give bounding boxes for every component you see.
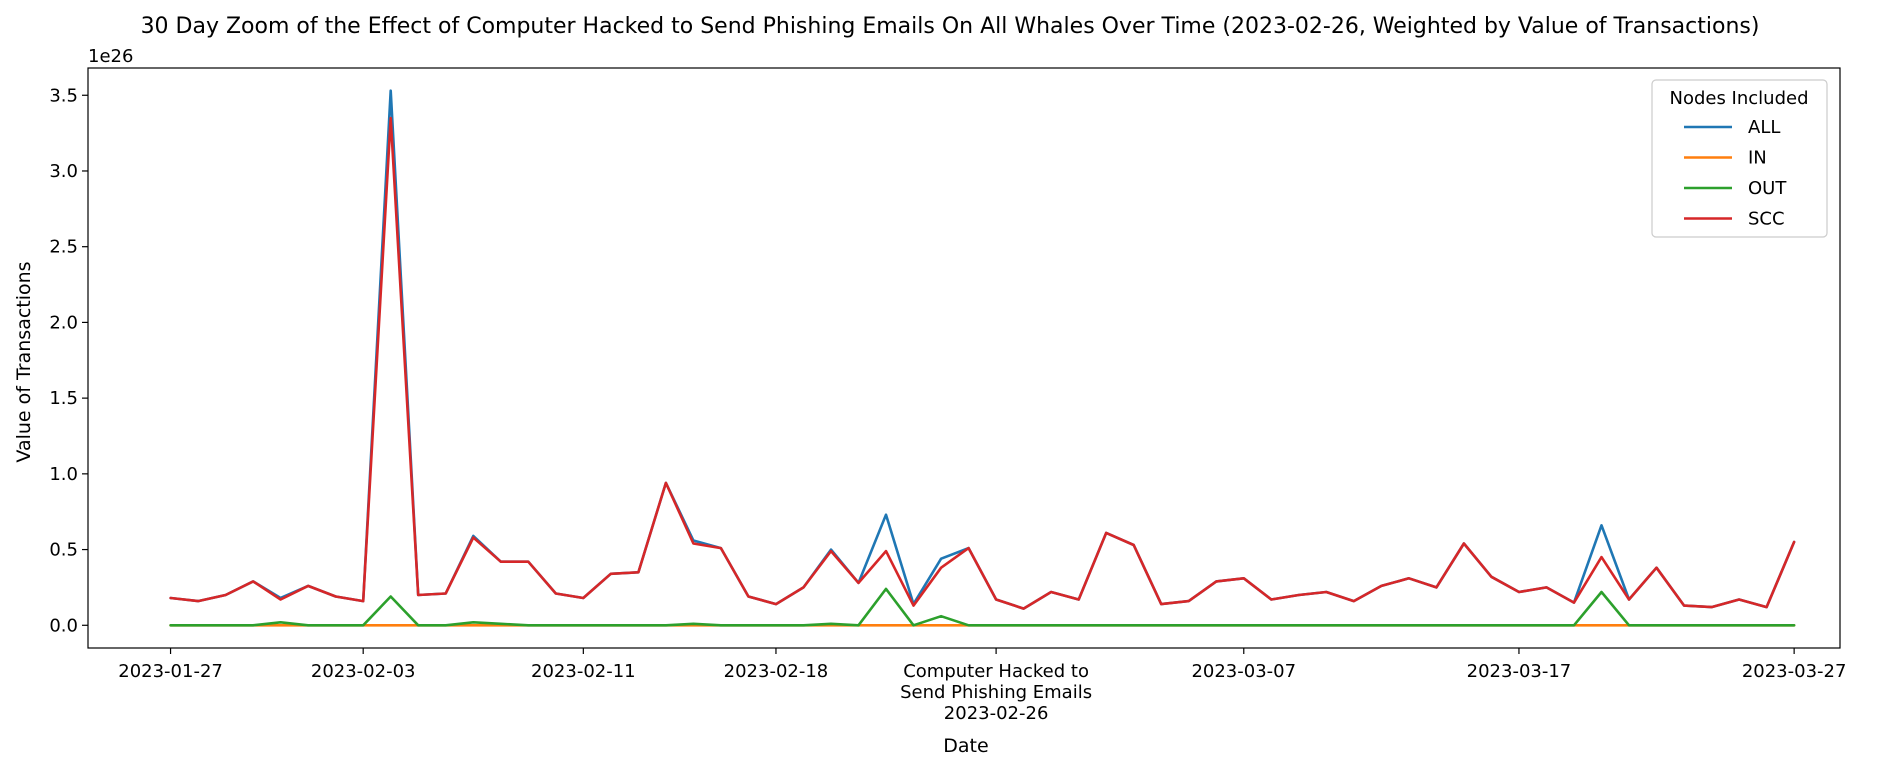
legend-label-scc: SCC [1748,209,1785,230]
legend-label-in: IN [1748,148,1767,169]
x-tick-label: 2023-02-11 [531,661,636,682]
x-tick-label: 2023-02-18 [724,661,829,682]
y-axis-label: Value of Transactions [13,261,35,462]
y-tick-label: 3.0 [49,161,78,182]
series-line-scc [169,116,1796,610]
event-tick-label: Send Phishing Emails [900,682,1092,703]
x-tick-label: 2023-03-07 [1191,661,1296,682]
legend-label-all: ALL [1748,117,1780,138]
x-tick-label: 2023-03-27 [1742,661,1847,682]
y-scale-label: 1e26 [88,46,133,67]
y-tick-label: 3.5 [49,85,78,106]
chart-title: 30 Day Zoom of the Effect of Computer Ha… [141,14,1760,39]
plot-frame [87,67,1841,649]
event-tick-label: 2023-02-26 [944,703,1049,724]
x-tick-label: 2023-02-03 [311,661,416,682]
legend-label-out: OUT [1748,178,1787,199]
y-tick-label: 1.0 [49,464,78,485]
y-tick-label: 0.0 [49,615,78,636]
y-tick-label: 2.5 [49,237,78,258]
legend-title: Nodes Included [1669,88,1808,109]
y-tick-label: 2.0 [49,312,78,333]
x-axis-ticks: 2023-01-27 2023-02-03 2023-02-11 2023-02-18… [118,648,1846,724]
event-tick-label: Computer Hacked to [903,661,1089,682]
y-tick-label: 0.5 [49,540,78,561]
legend-box [1651,79,1828,238]
x-axis-label: Date [943,735,988,757]
y-tick-label: 1.5 [49,388,78,409]
legend: Nodes Included ALL IN OUT SCC [1651,79,1828,238]
x-tick-label: 2023-01-27 [118,661,223,682]
series-line-out [169,587,1796,627]
y-axis-ticks: 0.0 0.5 1.0 1.5 2.0 2.5 3.0 3.5 [49,85,88,636]
series-lines [169,89,1796,627]
x-tick-label: 2023-03-17 [1467,661,1572,682]
